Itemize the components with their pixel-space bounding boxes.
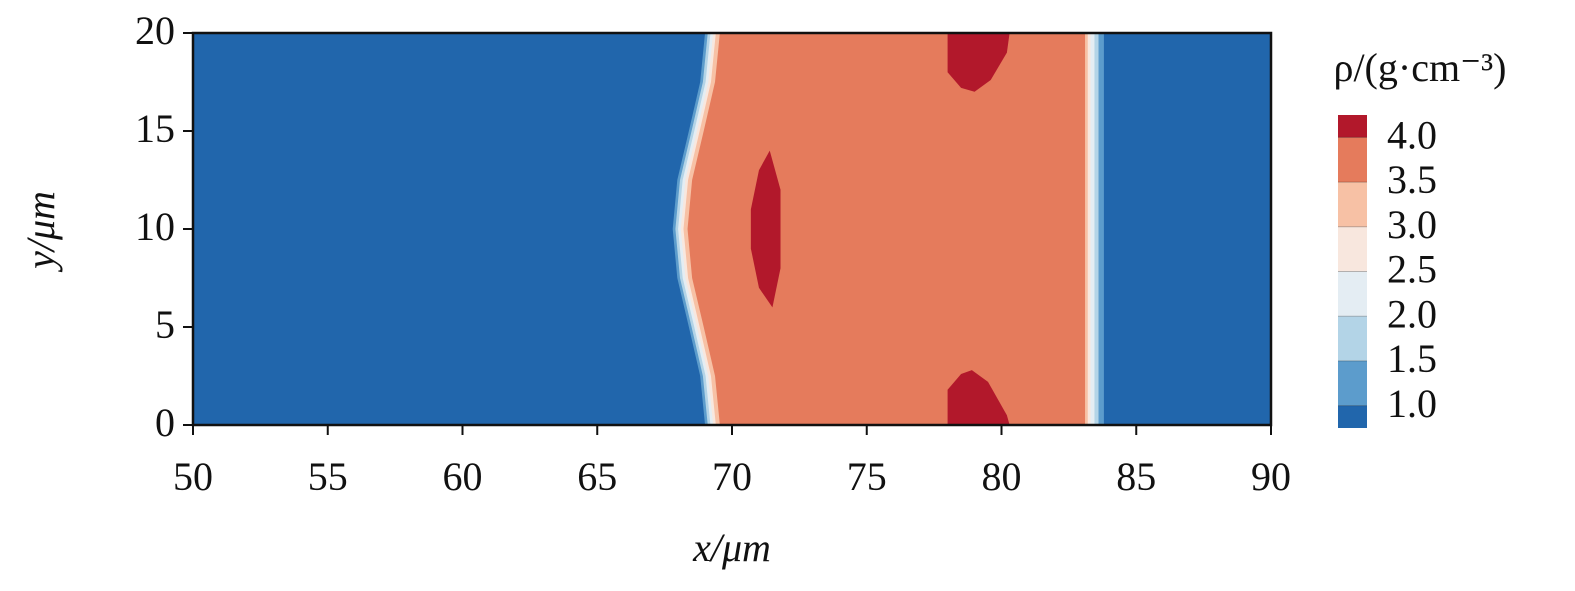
y-axis-label: y/μm [18,191,63,273]
colorbar-band [1338,316,1367,361]
x-tick-label: 80 [982,454,1022,499]
colorbar-band [1338,405,1367,428]
colorbar-tick-label: 3.5 [1387,157,1437,202]
x-tick-label: 90 [1251,454,1291,499]
x-axis-label: x/μm [692,525,771,570]
colorbar-tick-label: 2.5 [1387,247,1437,292]
x-tick-label: 75 [847,454,887,499]
x-tick-label: 55 [308,454,348,499]
colorbar-label: ρ/(g·cm⁻³) [1333,45,1506,90]
colorbar-tick-label: 2.0 [1387,291,1437,336]
colorbar-tick-label: 1.0 [1387,381,1437,426]
colorbar-band [1338,115,1367,138]
y-tick-label: 15 [135,106,175,151]
colorbar-tick-label: 4.0 [1387,113,1437,158]
x-tick-label: 65 [577,454,617,499]
colorbar-tick-label: 3.0 [1387,202,1437,247]
plot-area [193,33,1271,425]
colorbar-band [1338,271,1367,317]
colorbar-band [1338,182,1367,227]
contour-region [687,33,1086,425]
colorbar-band [1338,226,1367,272]
colorbar-band [1338,137,1367,183]
colorbar-tick-label: 1.5 [1387,336,1437,381]
x-tick-label: 60 [443,454,483,499]
contour-region [750,150,781,308]
contour-region [947,370,1010,425]
y-tick-label: 0 [155,400,175,445]
x-tick-label: 85 [1116,454,1156,499]
x-tick-label: 70 [712,454,752,499]
y-tick-label: 10 [135,204,175,249]
x-tick-label: 50 [173,454,213,499]
y-tick-label: 5 [155,302,175,347]
contour-region [947,33,1010,92]
y-tick-label: 20 [135,8,175,53]
colorbar-band [1338,360,1367,406]
